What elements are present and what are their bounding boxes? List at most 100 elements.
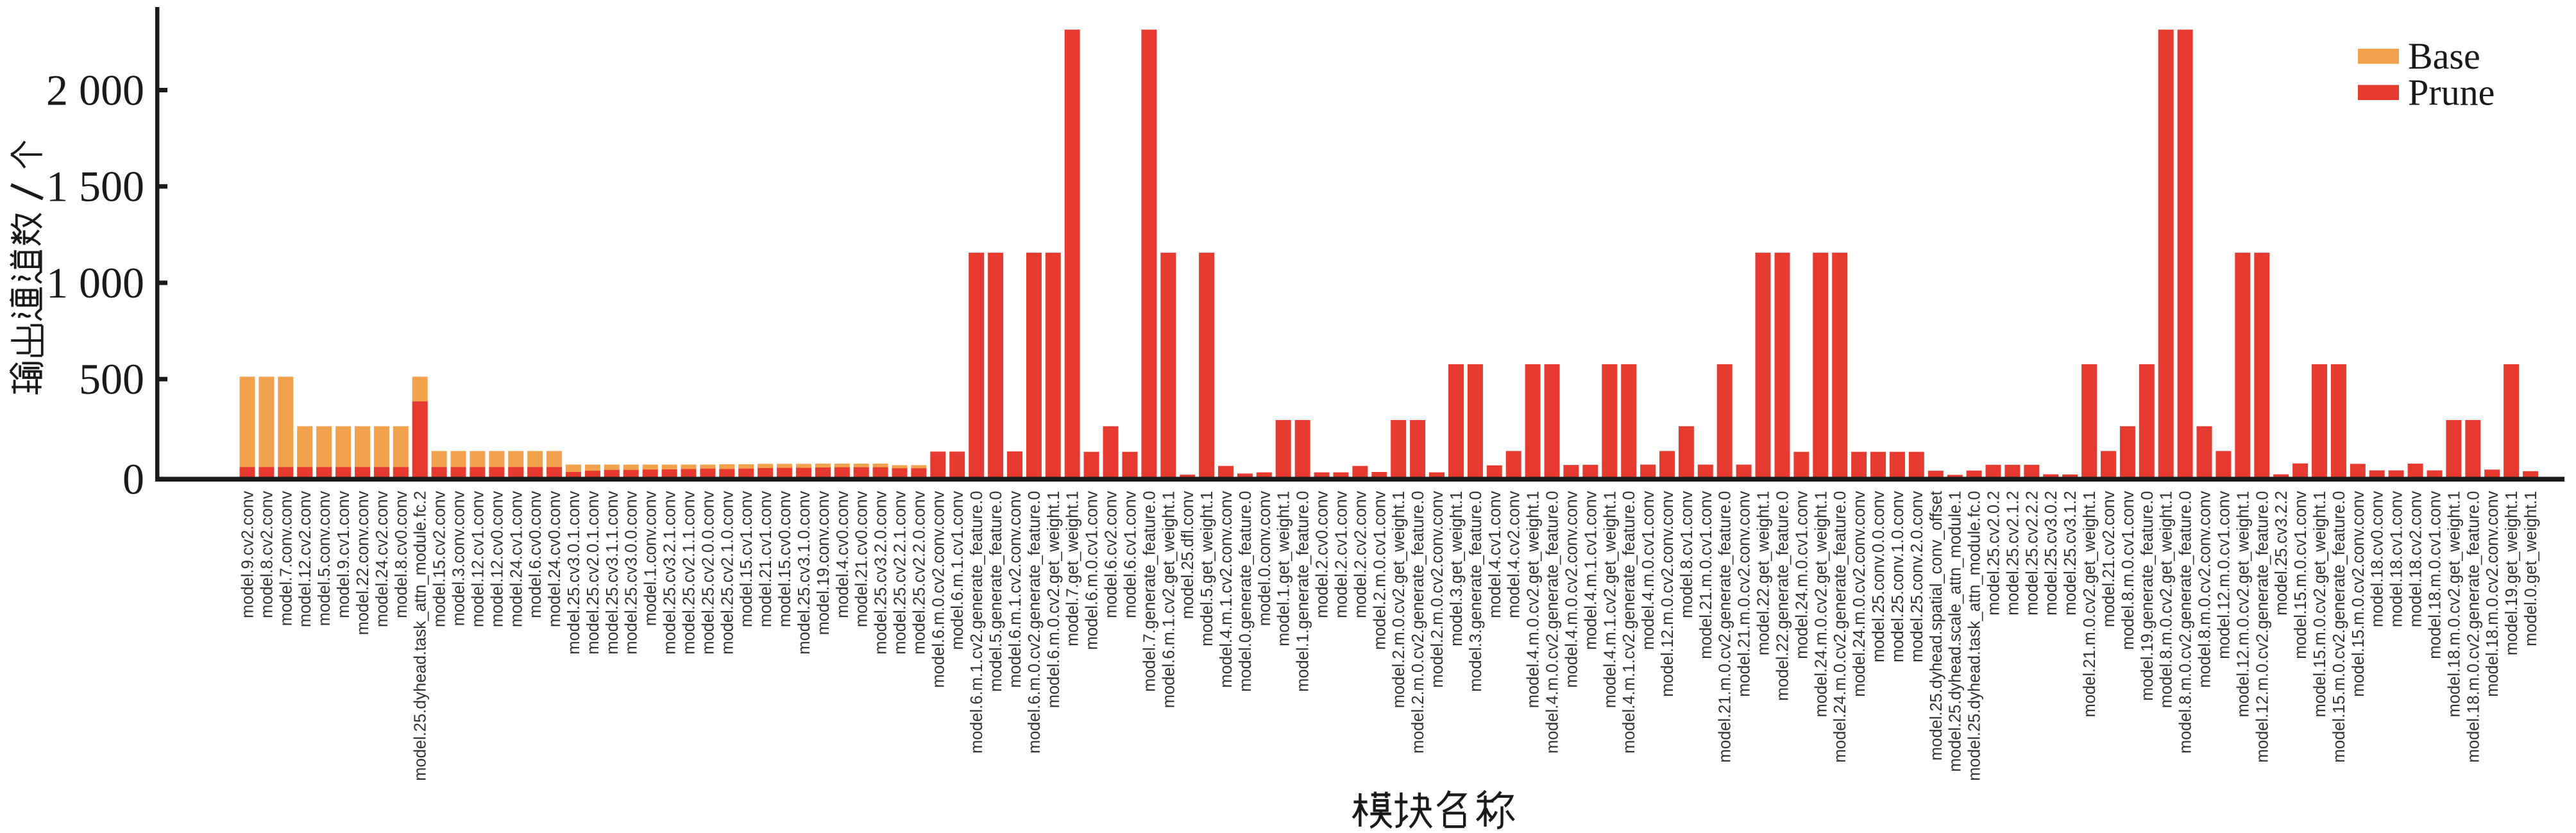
svg-text:model.4.cv2.conv: model.4.cv2.conv bbox=[1505, 491, 1523, 618]
svg-text:model.2.cv1.conv: model.2.cv1.conv bbox=[1333, 491, 1351, 618]
svg-text:model.21.m.0.cv2.generate_feat: model.21.m.0.cv2.generate_feature.0 bbox=[1716, 491, 1734, 763]
svg-text:model.12.cv2.conv: model.12.cv2.conv bbox=[296, 491, 314, 627]
svg-text:model.4.m.1.cv2.conv.conv: model.4.m.1.cv2.conv.conv bbox=[1217, 491, 1235, 687]
svg-text:model.1.conv.conv: model.1.conv.conv bbox=[642, 491, 660, 626]
svg-text:model.4.cv1.conv: model.4.cv1.conv bbox=[1486, 491, 1504, 618]
svg-text:model.8.m.0.cv1.conv: model.8.m.0.cv1.conv bbox=[2119, 491, 2137, 650]
svg-text:model.25.dyhead.spatial_conv_o: model.25.dyhead.spatial_conv_offset bbox=[1928, 491, 1945, 761]
svg-text:model.25.cv3.2.2: model.25.cv3.2.2 bbox=[2273, 491, 2291, 616]
svg-text:model.6.m.1.cv1.conv: model.6.m.1.cv1.conv bbox=[949, 491, 967, 650]
svg-text:model.4.m.0.cv1.conv: model.4.m.0.cv1.conv bbox=[1640, 491, 1657, 650]
svg-text:model.0.generate_feature.0: model.0.generate_feature.0 bbox=[1237, 491, 1255, 692]
svg-text:model.22.get_weight.1: model.22.get_weight.1 bbox=[1755, 491, 1773, 656]
svg-text:model.25.cv2.0.1.conv: model.25.cv2.0.1.conv bbox=[584, 491, 602, 654]
svg-text:Base: Base bbox=[2408, 35, 2480, 77]
svg-text:model.18.cv2.conv: model.18.cv2.conv bbox=[2407, 491, 2425, 627]
svg-text:model.18.m.0.cv2.generate_feat: model.18.m.0.cv2.generate_feature.0 bbox=[2464, 491, 2482, 763]
svg-text:model.25.cv3.0.1.conv: model.25.cv3.0.1.conv bbox=[565, 491, 583, 654]
svg-text:model.6.m.1.cv2.get_weight.1: model.6.m.1.cv2.get_weight.1 bbox=[1160, 491, 1178, 709]
svg-text:model.6.m.0.cv2.conv.conv: model.6.m.0.cv2.conv.conv bbox=[929, 491, 947, 687]
svg-text:model.25.dfl.conv: model.25.dfl.conv bbox=[1179, 491, 1197, 619]
svg-text:model.3.get_weight.1: model.3.get_weight.1 bbox=[1448, 491, 1466, 646]
svg-text:model.1.generate_feature.0: model.1.generate_feature.0 bbox=[1294, 491, 1312, 692]
svg-text:model.8.cv2.conv: model.8.cv2.conv bbox=[258, 491, 276, 618]
svg-text:model.24.m.0.cv1.conv: model.24.m.0.cv1.conv bbox=[1793, 491, 1811, 659]
svg-text:model.15.m.0.cv1.conv: model.15.m.0.cv1.conv bbox=[2292, 491, 2310, 659]
svg-text:model.4.m.1.cv1.conv: model.4.m.1.cv1.conv bbox=[1582, 491, 1600, 650]
svg-text:model.19.conv.conv: model.19.conv.conv bbox=[815, 491, 833, 635]
svg-text:2 000: 2 000 bbox=[46, 66, 144, 115]
svg-text:model.25.cv3.1.1.conv: model.25.cv3.1.1.conv bbox=[604, 491, 622, 654]
svg-text:1 500: 1 500 bbox=[46, 162, 144, 211]
svg-text:model.21.m.0.cv2.get_weight.1: model.21.m.0.cv2.get_weight.1 bbox=[2081, 491, 2099, 718]
svg-text:model.25.cv3.0.0.conv: model.25.cv3.0.0.conv bbox=[623, 491, 641, 654]
svg-text:model.25.cv3.2.0.conv: model.25.cv3.2.0.conv bbox=[872, 491, 890, 654]
svg-text:model.12.cv0.conv: model.12.cv0.conv bbox=[488, 491, 506, 627]
svg-text:model.25.cv2.0.2: model.25.cv2.0.2 bbox=[1985, 491, 2003, 616]
svg-text:model.25.cv3.2.1.conv: model.25.cv3.2.1.conv bbox=[661, 491, 679, 654]
svg-text:model.12.cv1.conv: model.12.cv1.conv bbox=[469, 491, 487, 627]
svg-text:model.9.cv2.conv: model.9.cv2.conv bbox=[239, 491, 257, 618]
svg-text:500: 500 bbox=[79, 355, 144, 403]
svg-text:model.25.conv.0.0.conv: model.25.conv.0.0.conv bbox=[1870, 491, 1888, 662]
svg-text:model.3.conv.conv: model.3.conv.conv bbox=[450, 491, 468, 626]
svg-text:model.24.m.0.cv2.generate_feat: model.24.m.0.cv2.generate_feature.0 bbox=[1831, 491, 1849, 763]
svg-text:model.18.cv0.conv: model.18.cv0.conv bbox=[2369, 491, 2387, 627]
svg-text:model.25.dyhead.task_attn_modu: model.25.dyhead.task_attn_module.fc.0 bbox=[1966, 491, 1984, 781]
svg-text:model.15.m.0.cv2.conv.conv: model.15.m.0.cv2.conv.conv bbox=[2350, 491, 2368, 697]
svg-text:model.25.cv3.0.2: model.25.cv3.0.2 bbox=[2042, 491, 2060, 616]
svg-text:model.8.cv0.conv: model.8.cv0.conv bbox=[393, 491, 411, 618]
svg-text:model.5.generate_feature.0: model.5.generate_feature.0 bbox=[987, 491, 1005, 692]
svg-text:model.24.m.0.cv2.conv.conv: model.24.m.0.cv2.conv.conv bbox=[1851, 491, 1868, 697]
svg-text:model.24.cv1.conv: model.24.cv1.conv bbox=[507, 491, 525, 627]
svg-text:model.25.cv3.1.0.conv: model.25.cv3.1.0.conv bbox=[795, 491, 813, 654]
svg-text:model.25.cv2.2.2: model.25.cv2.2.2 bbox=[2023, 491, 2041, 616]
svg-text:model.12.m.0.cv1.conv: model.12.m.0.cv1.conv bbox=[2215, 491, 2233, 659]
svg-text:model.18.m.0.cv2.get_weight.1: model.18.m.0.cv2.get_weight.1 bbox=[2445, 491, 2463, 718]
svg-text:model.7.get_weight.1: model.7.get_weight.1 bbox=[1064, 491, 1082, 646]
svg-text:model.4.m.0.cv2.conv.conv: model.4.m.0.cv2.conv.conv bbox=[1563, 491, 1580, 687]
svg-text:model.25.cv3.1.2: model.25.cv3.1.2 bbox=[2062, 491, 2080, 616]
svg-text:model.2.m.0.cv2.generate_featu: model.2.m.0.cv2.generate_feature.0 bbox=[1409, 491, 1427, 754]
svg-text:model.25.conv.1.0.conv: model.25.conv.1.0.conv bbox=[1889, 491, 1907, 662]
svg-text:model.2.cv2.conv: model.2.cv2.conv bbox=[1352, 491, 1369, 618]
svg-text:model.4.m.0.cv2.get_weight.1: model.4.m.0.cv2.get_weight.1 bbox=[1525, 491, 1543, 709]
svg-text:model.2.m.0.cv1.conv: model.2.m.0.cv1.conv bbox=[1371, 491, 1389, 650]
svg-text:model.18.m.0.cv1.conv: model.18.m.0.cv1.conv bbox=[2427, 491, 2445, 659]
svg-text:model.24.m.0.cv2.get_weight.1: model.24.m.0.cv2.get_weight.1 bbox=[1812, 491, 1830, 718]
svg-text:model.4.m.1.cv2.get_weight.1: model.4.m.1.cv2.get_weight.1 bbox=[1601, 491, 1619, 709]
svg-text:model.25.cv2.0.0.conv: model.25.cv2.0.0.conv bbox=[699, 491, 717, 654]
svg-text:model.6.m.1.cv2.generate_featu: model.6.m.1.cv2.generate_feature.0 bbox=[968, 491, 986, 754]
svg-text:model.2.m.0.cv2.get_weight.1: model.2.m.0.cv2.get_weight.1 bbox=[1390, 491, 1408, 709]
svg-text:model.7.generate_feature.0: model.7.generate_feature.0 bbox=[1140, 491, 1158, 692]
svg-text:model.25.cv2.1.0.conv: model.25.cv2.1.0.conv bbox=[718, 491, 736, 654]
svg-text:model.6.cv1.conv: model.6.cv1.conv bbox=[1122, 491, 1140, 618]
svg-text:model.25.cv2.1.1.conv: model.25.cv2.1.1.conv bbox=[681, 491, 699, 654]
svg-text:model.2.cv0.conv: model.2.cv0.conv bbox=[1314, 491, 1332, 618]
svg-text:model.0.conv.conv: model.0.conv.conv bbox=[1256, 491, 1274, 626]
svg-text:model.12.m.0.cv2.get_weight.1: model.12.m.0.cv2.get_weight.1 bbox=[2234, 491, 2252, 718]
svg-text:model.6.m.0.cv2.generate_featu: model.6.m.0.cv2.generate_feature.0 bbox=[1026, 491, 1044, 754]
svg-text:model.25.cv2.2.0.conv: model.25.cv2.2.0.conv bbox=[910, 491, 928, 654]
svg-text:model.15.cv0.conv: model.15.cv0.conv bbox=[776, 491, 794, 627]
svg-text:model.7.conv.conv: model.7.conv.conv bbox=[277, 491, 295, 626]
svg-text:model.0.get_weight.1: model.0.get_weight.1 bbox=[2522, 491, 2540, 646]
svg-text:model.9.cv1.conv: model.9.cv1.conv bbox=[335, 491, 353, 618]
svg-text:model.4.cv0.conv: model.4.cv0.conv bbox=[834, 491, 852, 618]
svg-text:model.3.generate_feature.0: model.3.generate_feature.0 bbox=[1467, 491, 1485, 692]
svg-text:model.5.get_weight.1: model.5.get_weight.1 bbox=[1198, 491, 1216, 646]
svg-text:model.8.m.0.cv2.generate_featu: model.8.m.0.cv2.generate_feature.0 bbox=[2177, 491, 2195, 754]
svg-text:model.24.cv2.conv: model.24.cv2.conv bbox=[373, 491, 391, 627]
svg-text:model.21.cv2.conv: model.21.cv2.conv bbox=[2100, 491, 2118, 627]
svg-text:model.4.m.0.cv2.generate_featu: model.4.m.0.cv2.generate_feature.0 bbox=[1544, 491, 1562, 754]
svg-text:model.12.m.0.cv2.generate_feat: model.12.m.0.cv2.generate_feature.0 bbox=[2253, 491, 2271, 763]
svg-text:model.6.m.0.cv1.conv: model.6.m.0.cv1.conv bbox=[1083, 491, 1101, 650]
svg-text:model.15.cv1.conv: model.15.cv1.conv bbox=[738, 491, 756, 627]
svg-text:model.25.dyhead.scale_attn_mod: model.25.dyhead.scale_attn_module.1 bbox=[1947, 491, 1965, 772]
svg-text:model.19.get_weight.1: model.19.get_weight.1 bbox=[2503, 491, 2521, 656]
svg-text:model.12.m.0.cv2.conv.conv: model.12.m.0.cv2.conv.conv bbox=[1659, 491, 1677, 697]
svg-text:model.5.conv.conv: model.5.conv.conv bbox=[316, 491, 334, 626]
svg-text:model.19.generate_feature.0: model.19.generate_feature.0 bbox=[2139, 491, 2157, 702]
svg-text:model.25.conv.2.0.conv: model.25.conv.2.0.conv bbox=[1908, 491, 1926, 662]
svg-text:model.1.get_weight.1: model.1.get_weight.1 bbox=[1275, 491, 1293, 646]
